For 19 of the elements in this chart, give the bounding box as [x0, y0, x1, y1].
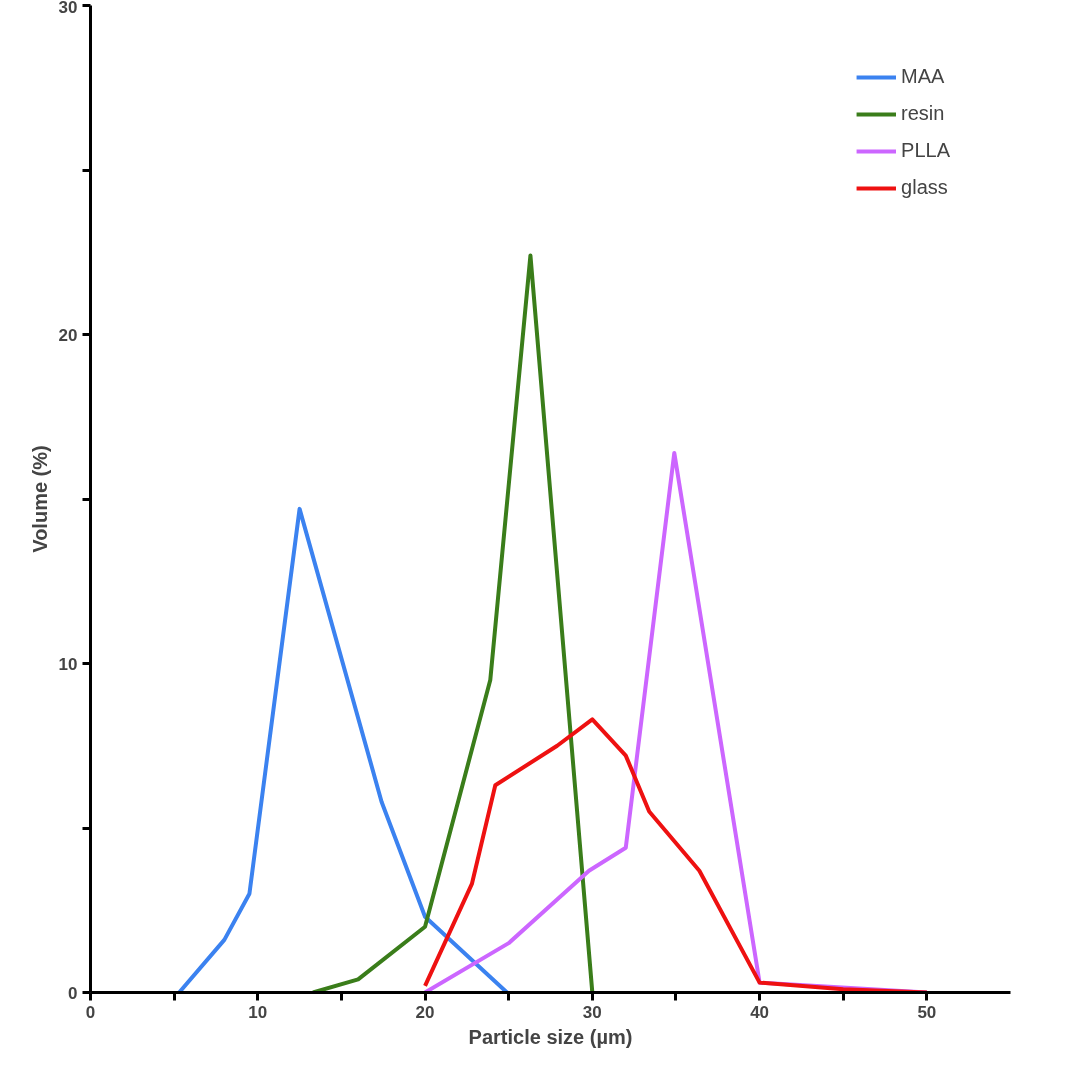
line-series: [423, 717, 929, 993]
x-tick-label: 10: [248, 1002, 268, 1022]
x-tick-label: 50: [917, 1002, 937, 1022]
y-axis-title: Volume (%): [28, 445, 51, 553]
legend-label: glass: [901, 176, 948, 199]
x-axis-title: Particle size (µm): [468, 1025, 633, 1048]
x-tick-label: 0: [85, 1002, 96, 1022]
y-tick-label: 10: [58, 654, 78, 674]
x-tick-label: 40: [750, 1002, 770, 1022]
y-tick-label: 30: [58, 0, 78, 17]
x-tick-label: 30: [582, 1002, 602, 1022]
y-tick-label: 20: [58, 325, 78, 345]
legend-label: resin: [901, 102, 945, 125]
x-tick-label: 20: [415, 1002, 435, 1022]
line-series: [177, 506, 510, 993]
line-series: [310, 253, 595, 993]
legend-label: PLLA: [901, 139, 950, 162]
legend-label: MAA: [901, 65, 945, 88]
y-tick-label: 0: [68, 983, 78, 1003]
